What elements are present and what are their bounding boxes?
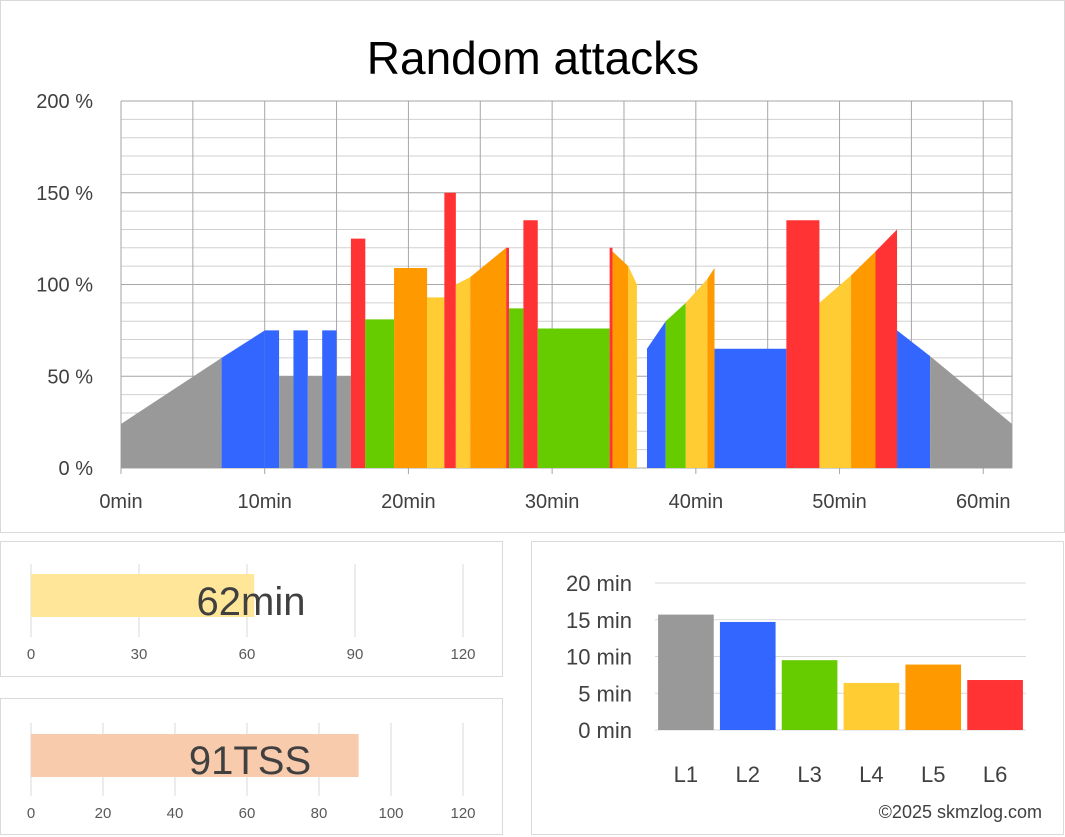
area-segment-l1 (336, 376, 351, 468)
gauge-tick-label: 20 (95, 805, 112, 822)
area-segment-l4 (427, 297, 445, 468)
y-tick-label: 50 % (47, 366, 93, 388)
zone-category-label: L4 (859, 762, 883, 787)
workout-profile-chart: Random attacks 0 % 50 % 100 % 150 % 200 % 0m… (36, 32, 1013, 513)
area-segment-l2 (264, 330, 280, 468)
gauge-tick-label: 0 (27, 805, 35, 822)
zone-y-tick-label: 15 min (566, 608, 632, 633)
zone-category-label: L2 (736, 762, 760, 787)
area-segment-l4 (628, 266, 637, 468)
x-tick-label: 10min (237, 491, 291, 513)
zone-bar-l6 (967, 680, 1023, 730)
area-segment-l6 (350, 238, 366, 468)
area-segment-l6 (609, 247, 613, 468)
area-segment-l3 (665, 302, 686, 468)
x-tick-label: 60min (956, 491, 1010, 513)
tss-bar (31, 734, 359, 777)
zone-bar-l1 (658, 614, 714, 730)
area-segment-l2 (221, 330, 265, 468)
area-segment-l4 (819, 275, 852, 468)
area-segment-l6 (523, 220, 538, 468)
area-segment-l2 (293, 330, 308, 468)
area-segment-l5 (612, 251, 629, 468)
x-tick-label: 20min (381, 491, 435, 513)
x-tick-label: 0min (99, 491, 142, 513)
area-segment-l3 (509, 308, 524, 468)
gauge-tick-label: 60 (239, 805, 256, 822)
area-segment-l3 (365, 319, 395, 468)
tss-gauge-panel: 91TSS 0 20 40 60 80 100 120 (0, 698, 503, 835)
zone-y-tick-label: 5 min (578, 681, 632, 706)
zone-category-label: L6 (983, 762, 1007, 787)
area-segment-l2 (322, 330, 337, 468)
area-segment-l6 (506, 247, 510, 468)
copyright-text: ©2025 skmzlog.com (879, 802, 1042, 822)
zone-bar-l3 (781, 660, 838, 730)
zone-bar-l5 (905, 664, 962, 730)
area-segment-l3 (537, 328, 610, 468)
gauge-tick-label: 100 (378, 805, 403, 822)
duration-gauge-panel: 62min 0 30 60 90 120 (0, 541, 503, 677)
x-tick-label: 30min (525, 491, 579, 513)
zone-bar-l4 (843, 682, 900, 730)
zone-time-chart: 0 min 5 min 10 min 15 min 20 min L1 L2 L3 L4 L5 L… (566, 571, 1042, 822)
area-segment-l1 (307, 376, 323, 468)
area-segment-l2 (646, 321, 666, 468)
zone-category-label: L1 (674, 762, 698, 787)
area-segment-l1 (279, 376, 294, 468)
area-segment-l2 (897, 330, 931, 468)
tss-value: 91TSS (189, 739, 311, 783)
area-segment-l1 (930, 356, 1012, 468)
y-tick-label: 0 % (59, 458, 94, 480)
x-tick-label: 50min (812, 491, 866, 513)
area-segment-l5 (851, 251, 876, 468)
workout-profile-panel: Random attacks 0 % 50 % 100 % 150 % 200 % 0m… (0, 0, 1065, 533)
gauge-tick-label: 120 (450, 805, 475, 822)
y-tick-label: 150 % (36, 183, 93, 205)
area-segment-l2 (714, 348, 787, 468)
area-segment-l4 (455, 277, 471, 468)
gauge-tick-label: 60 (239, 646, 256, 663)
zone-y-tick-label: 0 min (578, 718, 632, 743)
zone-category-label: L3 (797, 762, 821, 787)
area-segment-l5 (394, 267, 428, 468)
zone-y-tick-label: 20 min (566, 571, 632, 596)
y-tick-label: 200 % (36, 91, 93, 113)
area-segment-l5 (470, 247, 507, 468)
gauge-tick-label: 90 (347, 646, 364, 663)
gauge-tick-label: 80 (311, 805, 328, 822)
chart-title: Random attacks (367, 32, 699, 84)
area-segment-l6 (875, 229, 898, 468)
gauge-tick-label: 120 (450, 646, 475, 663)
area-segment-l1 (121, 357, 222, 468)
gauge-tick-label: 40 (167, 805, 184, 822)
zone-category-label: L5 (921, 762, 945, 787)
zone-bar-l2 (719, 621, 776, 730)
area-segment-l6 (786, 220, 820, 468)
area-segment-l6 (444, 192, 456, 468)
area-segment-l4 (685, 278, 708, 468)
y-tick-label: 100 % (36, 275, 93, 297)
area-segment-l5 (707, 267, 715, 468)
x-tick-label: 40min (669, 491, 723, 513)
tss-gauge: 91TSS 0 20 40 60 80 100 120 (27, 723, 476, 822)
gauge-tick-label: 30 (131, 646, 148, 663)
duration-gauge: 62min 0 30 60 90 120 (27, 564, 476, 663)
duration-value: 62min (197, 580, 306, 624)
duration-bar (31, 574, 255, 617)
gauge-tick-label: 0 (27, 646, 35, 663)
zone-time-panel: 0 min 5 min 10 min 15 min 20 min L1 L2 L3 L4 L5 L… (531, 541, 1064, 835)
zone-y-tick-label: 10 min (566, 645, 632, 670)
